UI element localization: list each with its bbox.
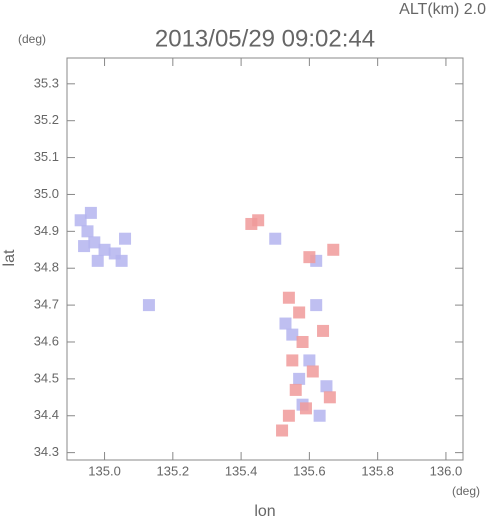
echo-cell <box>115 254 128 267</box>
echo-cell <box>289 383 302 396</box>
altitude-label: ALT(km) 2.0 <box>399 1 486 18</box>
x-tick-label: 135.8 <box>361 463 394 478</box>
echo-cell <box>84 206 97 219</box>
echo-cell <box>81 225 94 238</box>
echo-cell <box>296 335 309 348</box>
echo-cell <box>279 317 292 330</box>
echo-cell <box>276 424 289 437</box>
x-tick-label: 136.0 <box>430 463 463 478</box>
y-tick-label: 34.5 <box>34 370 59 385</box>
x-axis-label: lon <box>254 503 275 520</box>
y-tick-label: 34.8 <box>34 260 59 275</box>
echo-cell <box>78 240 91 253</box>
echo-cell <box>303 354 316 367</box>
chart-title: 2013/05/29 09:02:44 <box>155 25 375 52</box>
echo-cell <box>252 214 265 227</box>
echo-cell <box>282 409 295 422</box>
echo-cell <box>299 402 312 415</box>
y-tick-label: 34.6 <box>34 333 59 348</box>
echo-cell <box>74 214 87 227</box>
echo-cell <box>282 291 295 304</box>
echo-cell <box>88 236 101 249</box>
x-unit: (deg) <box>452 484 480 498</box>
plot-frame <box>66 57 464 461</box>
echo-cell <box>303 251 316 264</box>
x-tick-label: 135.6 <box>293 463 326 478</box>
y-tick-label: 35.3 <box>34 75 59 90</box>
echo-cell <box>323 391 336 404</box>
echo-cell <box>119 232 132 245</box>
echo-cell <box>91 254 104 267</box>
echo-cell <box>320 380 333 393</box>
y-tick-label: 34.7 <box>34 297 59 312</box>
echo-cell <box>286 328 299 341</box>
y-tick-label: 34.9 <box>34 223 59 238</box>
echo-cell <box>317 324 330 337</box>
echo-cell <box>327 243 340 256</box>
echo-cell <box>306 365 319 378</box>
x-tick-label: 135.0 <box>88 463 121 478</box>
echo-cell <box>293 372 306 385</box>
echo-cell <box>142 299 155 312</box>
y-tick-label: 35.2 <box>34 112 59 127</box>
echo-cell <box>98 243 111 256</box>
y-axis-label: lat <box>1 249 18 266</box>
y-tick-label: 35.0 <box>34 186 59 201</box>
y-tick-label: 35.1 <box>34 149 59 164</box>
y-tick-label: 34.4 <box>34 407 59 422</box>
x-tick-label: 135.2 <box>157 463 190 478</box>
x-tick-label: 135.4 <box>225 463 258 478</box>
echo-cell <box>313 409 326 422</box>
echo-cell <box>286 354 299 367</box>
y-unit: (deg) <box>18 32 46 46</box>
echo-cell <box>269 232 282 245</box>
echo-cell <box>310 299 323 312</box>
y-tick-label: 34.3 <box>34 444 59 459</box>
echo-cell <box>293 306 306 319</box>
